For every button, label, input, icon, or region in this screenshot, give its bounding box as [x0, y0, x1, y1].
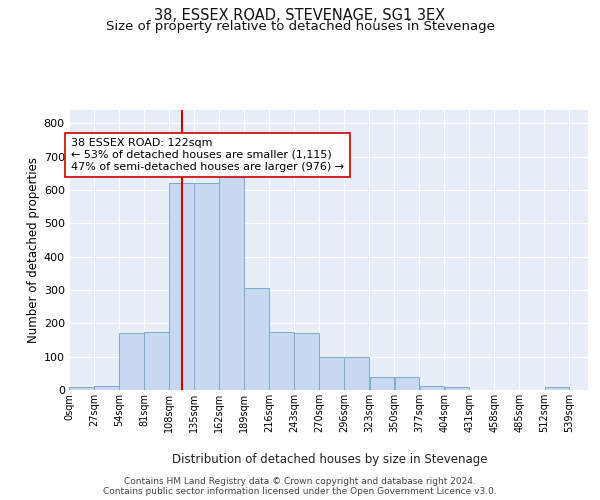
Bar — [220, 174, 244, 390]
Bar — [295, 332, 319, 390]
Bar — [545, 388, 569, 390]
Bar — [94, 386, 119, 390]
Bar — [395, 376, 419, 390]
Text: 38 ESSEX ROAD: 122sqm
← 53% of detached houses are smaller (1,115)
47% of semi-d: 38 ESSEX ROAD: 122sqm ← 53% of detached … — [71, 138, 344, 172]
Bar — [244, 288, 269, 390]
Bar — [145, 332, 169, 390]
Bar — [69, 388, 94, 390]
Bar — [419, 386, 444, 390]
Bar — [119, 334, 144, 390]
Bar — [194, 184, 219, 390]
Bar — [169, 184, 194, 390]
Bar — [319, 358, 344, 390]
Bar — [445, 388, 469, 390]
Text: Contains HM Land Registry data © Crown copyright and database right 2024.
Contai: Contains HM Land Registry data © Crown c… — [103, 476, 497, 496]
Text: Size of property relative to detached houses in Stevenage: Size of property relative to detached ho… — [106, 20, 494, 33]
Text: Distribution of detached houses by size in Stevenage: Distribution of detached houses by size … — [172, 452, 488, 466]
Bar — [370, 376, 394, 390]
Bar — [269, 332, 294, 390]
Bar — [344, 358, 369, 390]
Y-axis label: Number of detached properties: Number of detached properties — [26, 157, 40, 343]
Text: 38, ESSEX ROAD, STEVENAGE, SG1 3EX: 38, ESSEX ROAD, STEVENAGE, SG1 3EX — [154, 8, 446, 22]
